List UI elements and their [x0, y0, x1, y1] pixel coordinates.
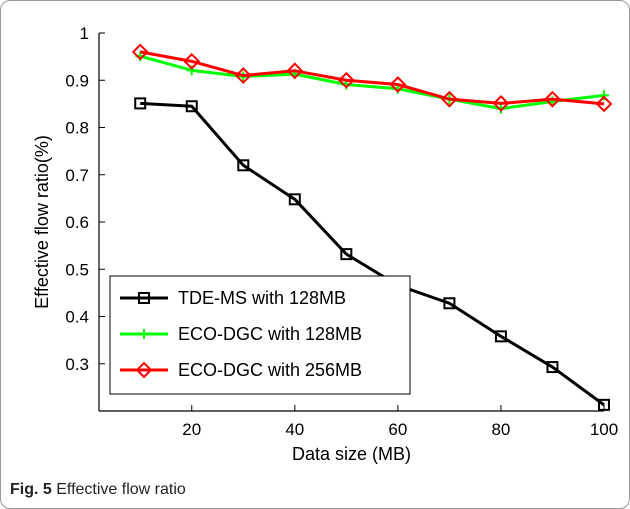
y-tick-label: 0.3: [65, 355, 89, 374]
data-point: [131, 43, 149, 61]
data-point: [546, 361, 559, 374]
data-point: [234, 67, 252, 84]
data-point: [288, 193, 301, 206]
y-tick-label: 1: [80, 24, 89, 43]
data-point: [340, 248, 353, 261]
data-point: [495, 103, 506, 114]
y-tick-label: 0.4: [65, 308, 89, 327]
data-point: [598, 398, 610, 411]
y-tick-label: 0.8: [65, 119, 89, 138]
legend-marker: [135, 361, 153, 379]
axis-ticks: 20 40 60 80 100 0.3 0.4 0.5 0.6 0.7 0.8 0.9 1: [65, 24, 618, 439]
data-point: [599, 90, 609, 101]
caption-text: Effective flow ratio: [56, 481, 186, 498]
figure-caption: Fig. 5 Effective flow ratio: [10, 481, 186, 499]
legend-label: ECO-DGC with 128MB: [178, 324, 362, 344]
legend-marker: [139, 329, 149, 339]
series-line: [139, 50, 605, 106]
y-tick-label: 0.5: [65, 260, 89, 279]
series-2: [131, 43, 613, 113]
x-tick-label: 100: [590, 420, 618, 439]
x-tick-label: 40: [285, 420, 304, 439]
data-point: [337, 71, 355, 89]
data-point: [134, 97, 147, 110]
y-tick-label: 0.9: [65, 71, 89, 90]
data-point: [494, 330, 507, 343]
line-chart: 20 40 60 80 100 0.3 0.4 0.5 0.6 0.7 0.8 0.9 1 Data s…: [32, 24, 618, 464]
data-point: [389, 76, 407, 93]
y-tick-label: 0.7: [65, 166, 89, 185]
data-point: [544, 90, 561, 108]
data-point: [595, 95, 613, 113]
x-tick-label: 80: [491, 420, 510, 439]
series-line: [139, 54, 605, 111]
legend-marker: [138, 292, 150, 304]
legend-label: TDE-MS with 128MB: [178, 288, 346, 308]
x-tick-label: 20: [182, 420, 201, 439]
figure-number: Fig. 5: [10, 481, 52, 498]
data-point: [440, 90, 458, 108]
series-line: [140, 101, 605, 407]
x-axis-label: Data size (MB): [292, 444, 411, 464]
data-point: [183, 52, 201, 70]
data-point: [492, 94, 510, 112]
legend: TDE-MS with 128MB ECO-DGC with 128MB ECO-D…: [109, 275, 411, 395]
legend-label: ECO-DGC with 256MB: [178, 360, 362, 380]
data-point: [443, 297, 456, 310]
series-layer: [131, 43, 613, 411]
series-0: [134, 97, 610, 411]
data-point: [237, 159, 250, 172]
x-tick-label: 60: [388, 420, 407, 439]
y-tick-label: 0.6: [65, 213, 89, 232]
data-point: [286, 62, 304, 80]
data-point: [185, 100, 198, 113]
data-point: [186, 65, 197, 76]
y-axis-label: Effective flow ratio(%): [32, 135, 52, 309]
